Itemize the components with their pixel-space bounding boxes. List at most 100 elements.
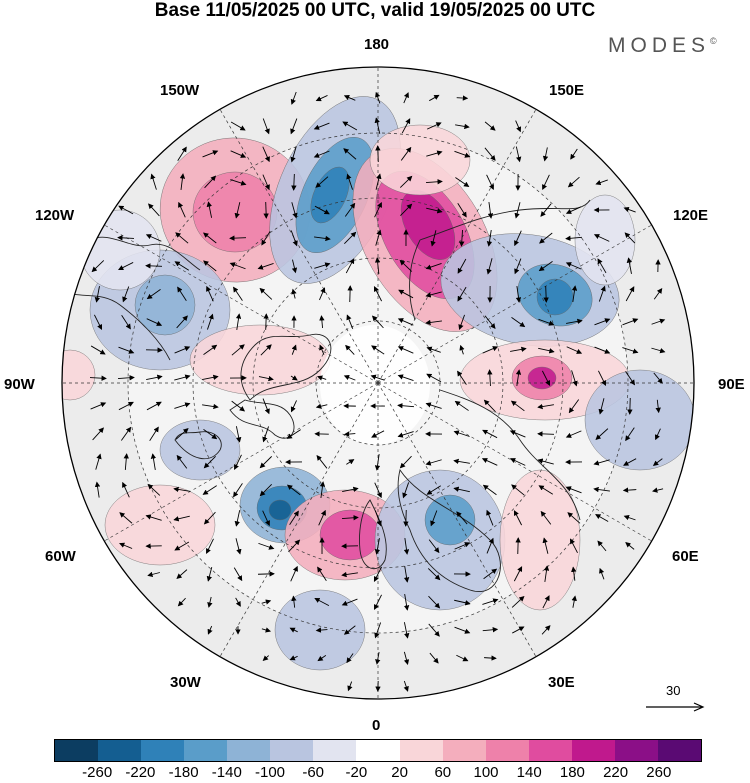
wind-vector: [202, 403, 219, 410]
reference-vector-label: 30: [666, 683, 681, 698]
colorbar-swatch: [270, 740, 314, 761]
brand-mark: ©: [710, 36, 717, 46]
wind-vector: [346, 653, 354, 664]
wind-vector: [397, 431, 414, 438]
wind-vector: [457, 286, 467, 302]
wind-vector: [343, 625, 356, 635]
wind-vector: [313, 122, 330, 130]
wind-vector: [625, 286, 635, 302]
wind-vector: [515, 369, 522, 386]
wind-vector: [235, 313, 242, 330]
wind-vector: [342, 486, 359, 492]
wind-vector: [120, 426, 132, 441]
anomaly-contour: [369, 124, 471, 196]
wind-vector: [571, 370, 578, 387]
wind-vector: [375, 91, 381, 104]
wind-vector: [257, 263, 274, 270]
lon-label-60e: 60E: [672, 548, 699, 565]
colorbar-ticks: -260 -220 -180 -140 -100 -60 -20 20 60 100 140 180 2…: [54, 764, 702, 782]
wind-vector: [313, 150, 330, 158]
wind-vector: [515, 120, 522, 133]
wind-vector: [622, 487, 637, 493]
wind-vector: [290, 118, 298, 135]
anomaly-contour: [424, 494, 476, 546]
wind-vector: [230, 179, 247, 186]
wind-vector: [459, 229, 465, 247]
wind-vector: [346, 173, 353, 190]
wind-vector: [118, 262, 134, 270]
wind-vector: [207, 625, 213, 635]
wind-vector: [374, 117, 381, 134]
wind-vector: [121, 315, 131, 330]
wind-vector: [89, 375, 107, 381]
wind-vector: [207, 313, 214, 330]
colorbar-tick-label: -60: [302, 764, 325, 781]
colorbar-swatch: [313, 740, 357, 761]
wind-vector: [173, 515, 190, 522]
wind-vector: [481, 458, 498, 466]
anomaly-contour: [268, 499, 292, 521]
wind-vector: [428, 595, 441, 609]
wind-vector: [206, 567, 213, 582]
wind-vector: [375, 173, 382, 190]
wind-vector: [146, 401, 162, 411]
anomaly-contour: [499, 469, 581, 611]
wind-vector: [515, 286, 522, 303]
wind-vector: [233, 567, 243, 582]
wind-vector: [207, 596, 213, 608]
wind-vector: [290, 400, 297, 413]
wind-vector: [174, 374, 191, 381]
wind-vector: [593, 459, 610, 466]
wind-vector: [231, 344, 245, 356]
wind-vector: [147, 483, 161, 496]
wind-vector: [150, 453, 157, 470]
wind-vector: [122, 481, 130, 498]
wind-vector: [543, 565, 550, 582]
wind-vector: [176, 569, 188, 579]
wind-vector: [486, 174, 494, 191]
wind-vector: [426, 150, 443, 157]
wind-vector: [453, 430, 470, 437]
wind-vector: [426, 346, 441, 353]
anomaly-contour: [536, 278, 574, 316]
wind-vector: [514, 230, 522, 247]
wind-vector: [425, 262, 442, 270]
wind-vector: [262, 118, 270, 135]
colorbar-swatch: [184, 740, 228, 761]
wind-vector: [259, 287, 273, 300]
wind-vector: [542, 147, 549, 162]
colorbar-tick-label: -180: [168, 764, 199, 781]
colorbar-tick-label: -20: [345, 764, 368, 781]
wind-vector: [454, 150, 471, 158]
lon-label-120w: 120W: [35, 207, 75, 224]
wind-vector: [510, 346, 527, 353]
wind-vector: [290, 146, 297, 163]
colorbar-swatch: [571, 740, 615, 761]
wind-vector: [541, 625, 551, 635]
wind-vector: [346, 459, 355, 465]
wind-vector: [653, 287, 663, 300]
wind-vector: [117, 235, 135, 241]
wind-vector: [571, 566, 577, 581]
map-border: [61, 66, 695, 700]
wind-vector: [593, 486, 610, 493]
wind-vector: [541, 370, 551, 386]
lon-label-150e: 150E: [549, 82, 585, 99]
wind-vector: [145, 234, 162, 242]
wind-vector: [262, 174, 270, 191]
wind-vector: [402, 482, 410, 499]
wind-vector: [539, 232, 553, 244]
wind-vector: [145, 263, 163, 269]
wind-vector: [315, 95, 328, 102]
wind-vector: [622, 318, 639, 326]
wind-vector: [345, 258, 355, 274]
wind-vector: [319, 287, 326, 301]
wind-vector: [594, 346, 611, 354]
wind-vector: [291, 259, 298, 274]
wind-vector: [206, 201, 213, 218]
wind-vector: [484, 121, 496, 131]
wind-vector: [146, 318, 163, 326]
wind-vector: [317, 654, 327, 662]
wind-vector: [654, 428, 661, 441]
wind-vector: [370, 374, 385, 381]
